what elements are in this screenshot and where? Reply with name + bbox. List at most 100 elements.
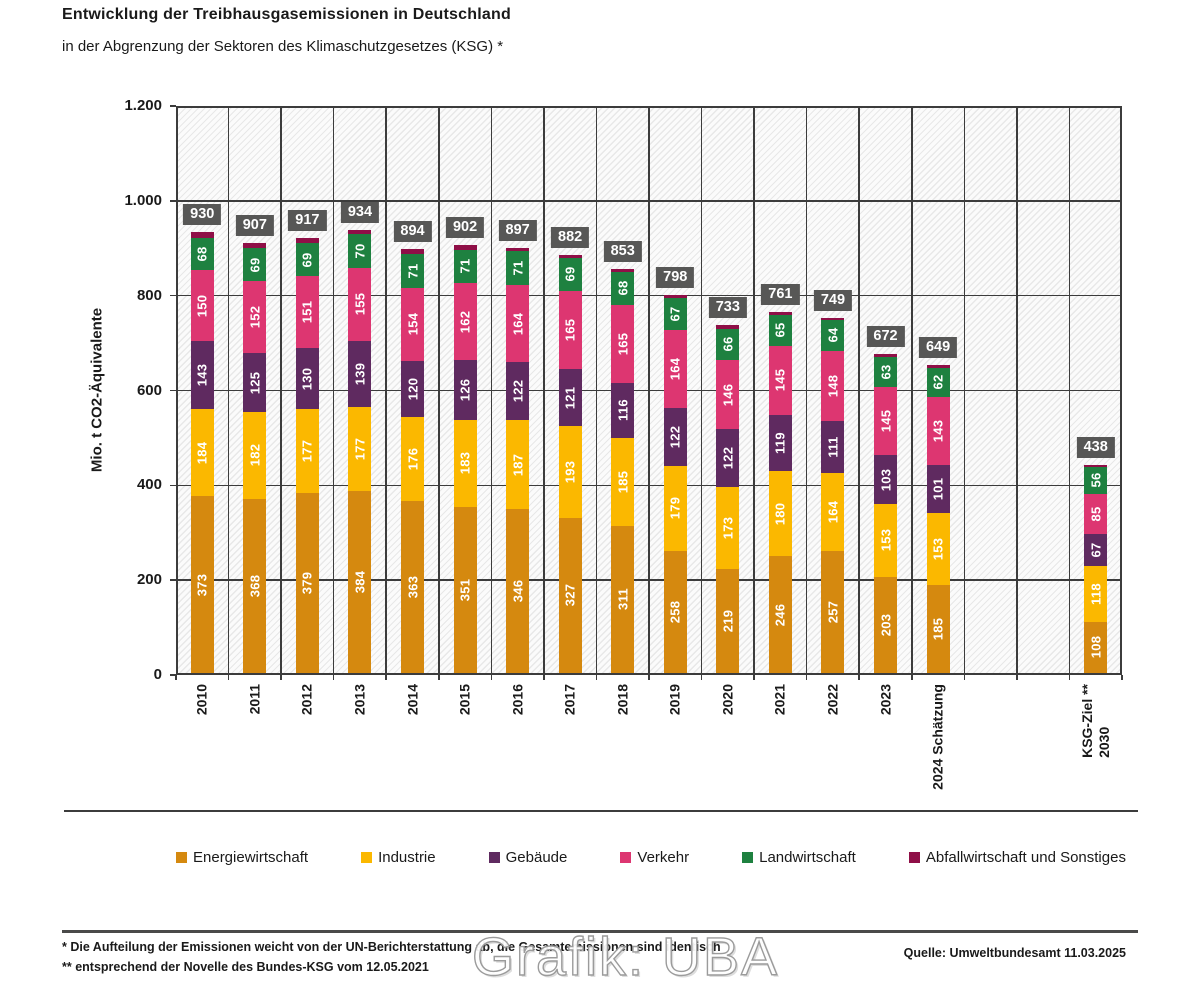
footer-rule <box>62 930 1138 933</box>
segment-value-label: 150 <box>194 294 210 317</box>
x-axis-tick <box>1068 675 1071 680</box>
segment-value-label: 152 <box>247 305 263 329</box>
bar-segment-verkehr: 154 <box>401 287 424 361</box>
bar-segment-landwirtschaft: 69 <box>295 243 319 277</box>
bar-segment-energiewirtschaft: 384 <box>348 490 372 673</box>
x-axis-tick <box>175 675 177 680</box>
x-axis-label: 2017 <box>561 684 578 716</box>
bar-segment-abfallwirtschaft-und-sonstiges <box>558 254 582 259</box>
bar-segment-landwirtschaft: 69 <box>243 248 267 281</box>
page-title: Entwicklung der Treibhausgasemissionen i… <box>62 6 511 23</box>
segment-value-label: 177 <box>352 437 368 461</box>
segment-value-label: 67 <box>1088 542 1104 558</box>
segment-value-label: 119 <box>772 431 788 454</box>
segment-value-label: 122 <box>510 380 526 403</box>
segment-value-label: 71 <box>405 263 420 279</box>
total-value-badge: 897 <box>498 219 537 241</box>
segment-value-label: 154 <box>405 312 420 336</box>
bar-segment-geb-ude: 121 <box>558 369 582 427</box>
total-value-badge: 761 <box>761 284 800 306</box>
bar-segment-industrie: 185 <box>611 437 635 526</box>
segment-value-label: 183 <box>457 451 473 475</box>
bar-segment-verkehr: 155 <box>348 267 372 342</box>
total-value-badge: 798 <box>656 266 695 288</box>
bar-segment-abfallwirtschaft-und-sonstiges <box>716 325 740 329</box>
total-value-badge: 894 <box>393 221 432 243</box>
segment-value-label: 70 <box>352 243 368 259</box>
bar-segment-verkehr: 152 <box>243 280 267 353</box>
bar-segment-landwirtschaft: 66 <box>716 328 740 361</box>
total-value-badge: 917 <box>288 210 327 232</box>
bar-segment-energiewirtschaft: 327 <box>558 517 582 673</box>
x-axis-label: KSG-Ziel ** 2030 <box>1078 684 1112 758</box>
x-axis-label: 2021 <box>771 684 788 716</box>
y-axis-tick <box>170 484 176 487</box>
segment-value-label: 148 <box>825 374 841 397</box>
gridline-vertical <box>227 108 230 673</box>
segment-value-label: 182 <box>247 444 263 467</box>
y-axis-tick <box>170 294 176 297</box>
gridline-vertical <box>858 108 860 673</box>
segment-value-label: 121 <box>562 386 578 410</box>
x-axis-tick <box>700 675 703 680</box>
gridline-vertical <box>438 108 440 673</box>
legend-item: Gebäude <box>488 849 567 866</box>
segment-value-label: 185 <box>930 617 946 641</box>
legend-label: Verkehr <box>637 849 690 866</box>
bar-segment-geb-ude: 120 <box>401 360 424 418</box>
segment-value-label: 368 <box>247 574 263 598</box>
gridline-vertical <box>385 108 387 673</box>
bar-segment-abfallwirtschaft-und-sonstiges <box>295 238 319 244</box>
gridline-vertical <box>911 108 913 673</box>
x-axis-tick <box>543 675 545 680</box>
bar-segment-industrie: 176 <box>401 417 424 501</box>
x-axis-tick <box>1016 675 1018 680</box>
x-axis-tick <box>227 675 230 680</box>
segment-value-label: 71 <box>457 258 473 274</box>
segment-value-label: 85 <box>1088 506 1104 522</box>
segment-value-label: 164 <box>825 500 841 524</box>
legend-item: Verkehr <box>620 849 689 866</box>
segment-value-label: 126 <box>457 378 473 402</box>
bar-segment-verkehr: 148 <box>821 350 845 421</box>
x-axis-tick <box>805 675 808 680</box>
segment-value-label: 139 <box>352 362 368 386</box>
bar-segment-abfallwirtschaft-und-sonstiges <box>611 268 635 273</box>
bar-segment-abfallwirtschaft-und-sonstiges <box>243 242 267 249</box>
segment-value-label: 111 <box>825 436 841 458</box>
bar-segment-landwirtschaft: 62 <box>926 367 950 398</box>
segment-value-label: 153 <box>930 537 946 561</box>
x-axis-label: 2012 <box>298 684 315 716</box>
bar-segment-abfallwirtschaft-und-sonstiges <box>348 230 372 235</box>
segment-value-label: 164 <box>510 312 526 335</box>
bar-segment-industrie: 179 <box>663 465 687 551</box>
gridline-vertical <box>700 108 703 673</box>
segment-value-label: 108 <box>1088 636 1104 659</box>
bar-segment-industrie: 164 <box>821 473 845 552</box>
bar-segment-energiewirtschaft: 346 <box>506 508 530 673</box>
segment-value-label: 187 <box>510 453 526 476</box>
legend-divider <box>64 810 1138 812</box>
chart-subtitle: in der Abgrenzung der Sektoren des Klima… <box>62 38 504 55</box>
segment-value-label: 185 <box>615 470 631 493</box>
segment-value-label: 145 <box>878 409 893 433</box>
x-axis-tick <box>332 675 335 680</box>
bar-segment-landwirtschaft: 64 <box>821 320 845 351</box>
bar-segment-energiewirtschaft: 363 <box>401 500 424 673</box>
legend-label: Energiewirtschaft <box>193 849 309 866</box>
x-axis-tick <box>858 675 860 680</box>
source-text: Quelle: Umweltbundesamt 11.03.2025 <box>903 946 1126 960</box>
bar-segment-geb-ude: 103 <box>874 455 897 505</box>
legend-swatch-icon <box>620 852 632 863</box>
bar-segment-landwirtschaft: 68 <box>611 272 635 305</box>
x-axis-label: 2015 <box>456 684 473 716</box>
bar-segment-geb-ude: 122 <box>506 362 530 421</box>
y-axis-tick-label: 600 <box>136 381 162 399</box>
bar-segment-abfallwirtschaft-und-sonstiges <box>506 247 530 251</box>
total-value-badge: 902 <box>445 217 485 239</box>
bar-segment-abfallwirtschaft-und-sonstiges <box>926 365 950 368</box>
segment-value-label: 122 <box>667 425 683 449</box>
x-axis-tick <box>753 675 755 680</box>
segment-value-label: 101 <box>930 477 946 501</box>
x-axis-label: 2023 <box>877 684 894 716</box>
